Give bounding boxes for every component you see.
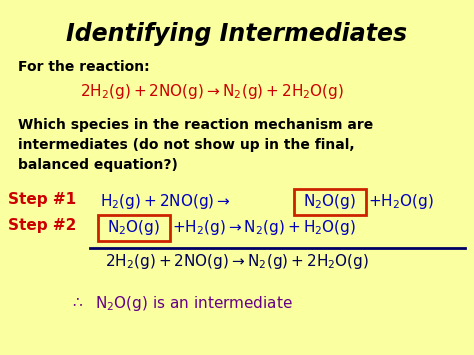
Text: Step #2: Step #2 xyxy=(8,218,76,233)
Text: balanced equation?): balanced equation?) xyxy=(18,158,178,172)
Text: Step #1: Step #1 xyxy=(8,192,76,207)
Text: $\mathregular{2H_2(g) + 2NO(g) \rightarrow N_2(g) + 2H_2O(g)}$: $\mathregular{2H_2(g) + 2NO(g) \rightarr… xyxy=(105,252,369,271)
Text: For the reaction:: For the reaction: xyxy=(18,60,150,74)
Text: $\mathregular{N_2O(g)}$ is an intermediate: $\mathregular{N_2O(g)}$ is an intermedia… xyxy=(95,294,293,313)
Text: $\therefore$: $\therefore$ xyxy=(70,294,84,309)
Text: $\mathregular{+ H_2O(g)}$: $\mathregular{+ H_2O(g)}$ xyxy=(368,192,434,211)
FancyBboxPatch shape xyxy=(98,215,170,241)
Text: $\mathregular{N_2O(g)}$: $\mathregular{N_2O(g)}$ xyxy=(108,218,161,237)
Text: intermediates (do not show up in the final,: intermediates (do not show up in the fin… xyxy=(18,138,355,152)
FancyBboxPatch shape xyxy=(294,189,366,215)
Text: Identifying Intermediates: Identifying Intermediates xyxy=(66,22,408,46)
Text: $\mathregular{+ H_2(g) \rightarrow N_2(g) + H_2O(g)}$: $\mathregular{+ H_2(g) \rightarrow N_2(g… xyxy=(172,218,356,237)
Text: $\mathregular{2H_2(g) + 2NO(g) \rightarrow N_2(g) + 2H_2O(g)}$: $\mathregular{2H_2(g) + 2NO(g) \rightarr… xyxy=(80,82,344,101)
Text: Which species in the reaction mechanism are: Which species in the reaction mechanism … xyxy=(18,118,373,132)
Text: $\mathregular{H_2(g) + 2NO(g) \rightarrow }$: $\mathregular{H_2(g) + 2NO(g) \rightarro… xyxy=(100,192,231,211)
Text: $\mathregular{N_2O(g)}$: $\mathregular{N_2O(g)}$ xyxy=(303,192,356,211)
